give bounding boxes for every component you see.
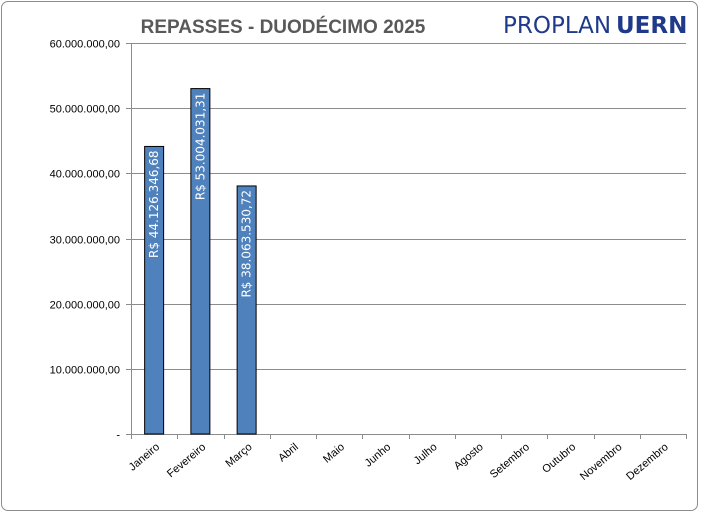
bar-janeiro	[144, 145, 165, 435]
y-tick-label: 40.000.000,00	[50, 169, 120, 181]
brand-logo: PROPLAN UERN	[503, 13, 687, 39]
x-tick-label: Dezembro	[624, 441, 671, 483]
y-tick-label: 10.000.000,00	[50, 365, 120, 377]
x-tick-label: Abril	[276, 441, 301, 464]
y-tick-label: 50.000.000,00	[50, 104, 120, 116]
brand-uern: UERN	[616, 13, 687, 39]
brand-proplan: PROPLAN	[503, 13, 611, 39]
y-tick-label: 30.000.000,00	[50, 235, 120, 247]
data-label: R$ 38.063.530,72	[240, 190, 254, 298]
bar-fevereiro	[190, 88, 211, 435]
x-tick-label: Novembro	[578, 441, 625, 483]
x-tick-label: Julho	[412, 441, 440, 467]
x-tick-label: Fevereiro	[165, 441, 208, 480]
y-tick-label: 20.000.000,00	[50, 300, 120, 312]
x-tick-label: Junho	[363, 441, 394, 469]
chart-title: REPASSES - DUODÉCIMO 2025	[141, 16, 426, 38]
bar-março	[236, 185, 257, 435]
gridlines	[131, 43, 686, 370]
x-tick-label: Janeiro	[127, 441, 162, 473]
y-tick-label: -	[116, 430, 120, 442]
data-label: R$ 44.126.346,68	[147, 150, 161, 258]
x-tick-label: Outubro	[540, 441, 578, 476]
x-tick-label: Março	[223, 441, 254, 470]
bars: R$ 44.126.346,68 R$ 53.004.031,31 R$ 38.06…	[144, 88, 257, 435]
x-tick-labels: Janeiro Fevereiro Março Abril Maio Junho Julho…	[127, 441, 671, 483]
x-tick-label: Maio	[321, 441, 347, 466]
x-tick-label: Setembro	[488, 441, 532, 481]
y-tick-labels: - 10.000.000,00 20.000.000,00 30.000.000,00…	[50, 39, 121, 442]
axes	[126, 43, 687, 439]
data-label: R$ 53.004.031,31	[193, 93, 207, 201]
x-tick-label: Agosto	[452, 441, 486, 472]
y-tick-label: 60.000.000,00	[50, 39, 120, 51]
